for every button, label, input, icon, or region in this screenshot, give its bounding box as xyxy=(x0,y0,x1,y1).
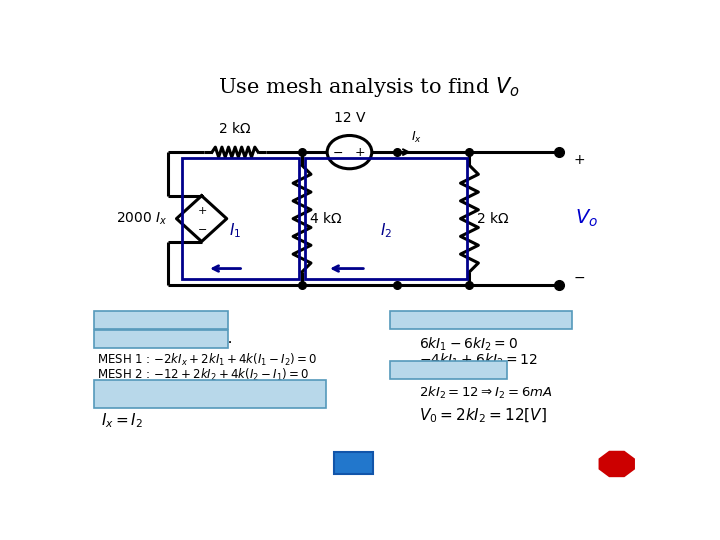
Text: ◀: ◀ xyxy=(348,456,360,471)
Text: $V_o$: $V_o$ xyxy=(575,208,598,230)
FancyBboxPatch shape xyxy=(390,361,508,379)
Text: Use mesh analysis to find $V_o$: Use mesh analysis to find $V_o$ xyxy=(218,75,520,99)
Text: MESH 2 : $-12 + 2kI_2 + 4k(I_2 - I_1) = 0$: MESH 2 : $-12 + 2kI_2 + 4k(I_2 - I_1) = … xyxy=(96,367,309,383)
Text: DRAW MESH CURRENTS: DRAW MESH CURRENTS xyxy=(102,315,215,325)
FancyBboxPatch shape xyxy=(94,310,228,329)
FancyBboxPatch shape xyxy=(94,330,228,348)
Text: CONTROLLING VARIABLE IN TERMS OF: CONTROLLING VARIABLE IN TERMS OF xyxy=(102,389,294,399)
Text: $2kI_2 = 12 \Rightarrow I_2 = 6mA$: $2kI_2 = 12 \Rightarrow I_2 = 6mA$ xyxy=(419,385,553,401)
Text: 4 k$\Omega$: 4 k$\Omega$ xyxy=(309,211,342,226)
Text: STOP: STOP xyxy=(606,460,629,469)
Text: 2000 $I_x$: 2000 $I_x$ xyxy=(117,211,168,227)
Text: 2 k$\Omega$: 2 k$\Omega$ xyxy=(218,122,252,136)
FancyBboxPatch shape xyxy=(334,452,374,474)
Text: SOLVE FOR I2: SOLVE FOR I2 xyxy=(398,365,473,375)
Text: WRITE MESH EQUATIONS.: WRITE MESH EQUATIONS. xyxy=(102,334,233,344)
Text: 12 V: 12 V xyxy=(334,111,365,125)
Text: $-$: $-$ xyxy=(332,146,343,159)
Bar xyxy=(182,158,300,279)
Bar xyxy=(305,158,467,279)
FancyBboxPatch shape xyxy=(94,380,326,408)
Text: MESH 1 : $-2kI_x + 2kI_1 + 4k(I_1 - I_2) = 0$: MESH 1 : $-2kI_x + 2kI_1 + 4k(I_1 - I_2)… xyxy=(96,352,318,368)
Text: 2 k$\Omega$: 2 k$\Omega$ xyxy=(476,211,510,226)
Text: $-4kI_1 + 6kI_2 = 12$: $-4kI_1 + 6kI_2 = 12$ xyxy=(419,352,538,369)
Text: $+$: $+$ xyxy=(354,146,365,159)
Text: $I_x$: $I_x$ xyxy=(411,130,422,145)
Text: $-$: $-$ xyxy=(572,270,585,284)
Text: $I_2$: $I_2$ xyxy=(379,222,392,240)
Text: $+$: $+$ xyxy=(572,153,585,167)
Text: $-$: $-$ xyxy=(197,223,207,233)
Text: LOOP CURRENTS: LOOP CURRENTS xyxy=(102,396,180,406)
Text: $I_x = I_2$: $I_x = I_2$ xyxy=(101,411,143,430)
Text: $I_1$: $I_1$ xyxy=(229,222,241,240)
FancyBboxPatch shape xyxy=(390,310,572,329)
Text: $+$: $+$ xyxy=(197,205,207,216)
Text: $V_0 = 2kI_2 = 12[V]$: $V_0 = 2kI_2 = 12[V]$ xyxy=(419,407,547,426)
Text: REPLACE AND  REARRANGE: REPLACE AND REARRANGE xyxy=(398,315,536,325)
Text: $6kI_1 - 6kI_2 = 0$: $6kI_1 - 6kI_2 = 0$ xyxy=(419,335,518,353)
